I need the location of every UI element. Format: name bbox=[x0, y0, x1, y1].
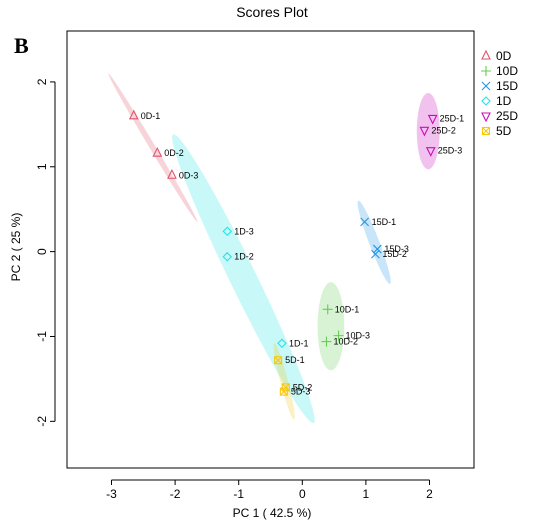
ellipse-10d bbox=[317, 282, 345, 371]
y-tick-label: 0 bbox=[35, 248, 49, 255]
legend-marker-5d bbox=[481, 126, 491, 136]
point-5d-2 bbox=[281, 383, 290, 392]
point-label-1d-3: 1D-3 bbox=[234, 226, 254, 236]
point-label-25d-1: 25D-1 bbox=[440, 113, 465, 123]
point-5d-2-cross bbox=[281, 383, 290, 392]
legend-marker-10d bbox=[481, 66, 491, 76]
point-0d-3 bbox=[167, 169, 177, 179]
point-1d-2 bbox=[222, 251, 233, 262]
y-tick-label: -2 bbox=[35, 416, 49, 427]
point-10d-2 bbox=[321, 336, 332, 347]
point-0d-2 bbox=[152, 146, 163, 157]
point-25d-1 bbox=[427, 114, 438, 125]
point-5d-1 bbox=[274, 356, 283, 365]
point-label-10d-3: 10D-3 bbox=[346, 331, 371, 341]
x-tick-label: 1 bbox=[363, 487, 370, 501]
ellipse-15d bbox=[357, 200, 391, 284]
point-label-10d-1: 10D-1 bbox=[335, 304, 360, 314]
point-25d-2 bbox=[419, 126, 430, 137]
point-15d-2 bbox=[371, 249, 380, 259]
y-tick-label: -1 bbox=[35, 331, 49, 342]
y-tick-label: 1 bbox=[35, 163, 49, 170]
point-label-0d-1: 0D-1 bbox=[141, 111, 161, 121]
x-tick-label: -3 bbox=[106, 487, 117, 501]
x-tick-label: -2 bbox=[170, 487, 181, 501]
legend-marker-15d bbox=[481, 81, 491, 91]
legend-label-25d: 25D bbox=[496, 109, 518, 123]
point-label-25d-3: 25D-3 bbox=[438, 146, 463, 156]
x-axis-label: PC 1 ( 42.5 %) bbox=[233, 506, 312, 520]
point-0d-1 bbox=[128, 109, 139, 120]
legend-label-15d: 15D bbox=[496, 79, 518, 93]
legend-label-0d: 0D bbox=[496, 49, 512, 63]
panel-label: B bbox=[14, 33, 29, 58]
legend-label-1d: 1D bbox=[496, 94, 512, 108]
legend-marker-5d-cross bbox=[482, 127, 490, 135]
point-1d-3 bbox=[222, 226, 233, 237]
point-10d-3 bbox=[333, 330, 344, 341]
axes: -3 -2 -1 0 1 2 -2 -1 0 1 2 bbox=[35, 30, 475, 501]
point-15d-3 bbox=[372, 244, 382, 254]
point-label-1d-1: 1D-1 bbox=[289, 338, 309, 348]
chart-title: Scores Plot bbox=[236, 4, 308, 20]
y-tick-label: 2 bbox=[35, 78, 49, 85]
x-tick-label: -1 bbox=[233, 487, 244, 501]
point-label-0d-3: 0D-3 bbox=[179, 170, 199, 180]
point-label-5d-1: 5D-1 bbox=[285, 355, 305, 365]
x-tick-label: 0 bbox=[299, 487, 306, 501]
legend-marker-25d bbox=[481, 112, 491, 123]
point-label-1d-2: 1D-2 bbox=[234, 252, 254, 262]
point-label-10d-2: 10D-2 bbox=[333, 337, 358, 347]
point-label-25d-2: 25D-2 bbox=[431, 125, 456, 135]
point-5d-3 bbox=[279, 387, 288, 396]
legend-marker-0d bbox=[481, 49, 491, 60]
confidence-ellipses bbox=[108, 73, 440, 424]
point-label-0d-2: 0D-2 bbox=[164, 148, 184, 158]
x-tick-label: 2 bbox=[426, 487, 433, 501]
point-10d-1 bbox=[322, 304, 333, 315]
point-label-15d-2: 15D-2 bbox=[382, 249, 407, 259]
legend-label-10d: 10D bbox=[496, 64, 518, 78]
point-5d-1-cross bbox=[274, 356, 283, 365]
ellipse-1d bbox=[172, 134, 315, 424]
point-25d-3 bbox=[425, 147, 436, 157]
point-label-5d-3: 5D-3 bbox=[291, 387, 311, 397]
y-axis-label: PC 2 ( 25 %) bbox=[9, 213, 23, 282]
point-1d-1 bbox=[277, 338, 287, 349]
ellipse-0d bbox=[108, 73, 198, 222]
point-label-5d-2: 5D-2 bbox=[293, 382, 313, 392]
legend-marker-1d bbox=[481, 96, 491, 106]
legend-label-5d: 5D bbox=[496, 124, 512, 138]
point-label-15d-3: 15D-3 bbox=[384, 244, 409, 254]
point-15d-1 bbox=[360, 217, 370, 227]
ellipse-5d bbox=[273, 343, 295, 420]
point-5d-3-cross bbox=[279, 387, 288, 396]
point-label-15d-1: 15D-1 bbox=[372, 217, 397, 227]
plot-frame bbox=[66, 30, 475, 469]
